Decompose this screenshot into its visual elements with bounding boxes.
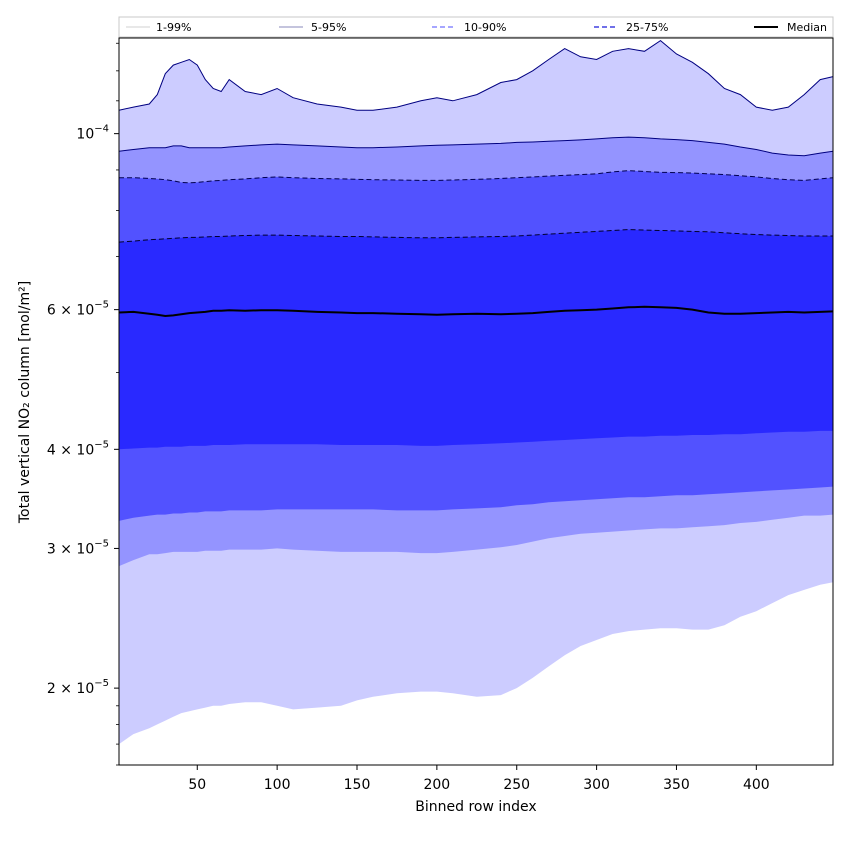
x-tick-label: 300 (583, 777, 610, 793)
y-axis-label: Total vertical NO₂ column [mol/m²] (17, 281, 33, 524)
y-tick-label: 2 × 10−5 (47, 678, 109, 697)
band-10-90-upper-line (119, 170, 834, 184)
median-line (118, 305, 834, 318)
legend-label-25-75: 25-75% (626, 21, 668, 34)
percentile-bands (118, 39, 834, 745)
band-5-95-upper-line (118, 136, 834, 157)
y-tick-label-text: 3 × 10−5 (47, 538, 109, 557)
legend-label-10-90: 10-90% (464, 21, 506, 34)
y-tick-label: 10−4 (76, 124, 109, 143)
y-tick-label: 6 × 10−5 (47, 300, 109, 319)
legend-label-median: Median (787, 21, 827, 34)
x-tick-label: 50 (188, 777, 206, 793)
x-tick-label: 400 (743, 777, 770, 793)
legend-box (118, 16, 834, 38)
x-tick-label: 150 (344, 777, 371, 793)
median-layer (118, 305, 834, 318)
x-tick-label: 250 (503, 777, 530, 793)
y-tick-label-text: 6 × 10−5 (47, 300, 109, 319)
band-1-99-upper-line (118, 39, 834, 111)
y-tick-label-text: 2 × 10−5 (47, 678, 109, 697)
y-tick-label: 4 × 10−5 (47, 439, 109, 458)
x-tick-label: 200 (423, 777, 450, 793)
x-tick-label: 100 (264, 777, 291, 793)
legend: 1-99% 5-95% 10-90% 25-75% Median (118, 16, 834, 38)
legend-label-5-95: 5-95% (311, 21, 346, 34)
y-tick-label-text: 10−4 (76, 124, 109, 143)
y-axis-ticks: 2 × 10−5 3 × 10−5 4 × 10−5 6 × 10−5 10−4 (47, 42, 119, 766)
band-25-75-upper-line (118, 229, 833, 243)
plot-frame (118, 37, 834, 766)
x-axis-label: Binned row index (415, 799, 536, 815)
y-tick-label: 3 × 10−5 (47, 538, 109, 557)
legend-label-1-99: 1-99% (156, 21, 191, 34)
x-tick-label: 350 (663, 777, 690, 793)
y-tick-label-text: 4 × 10−5 (47, 439, 109, 458)
x-axis-ticks: 50 100 150 200 250 300 350 400 (188, 765, 770, 793)
band-25-75-area (119, 229, 833, 450)
